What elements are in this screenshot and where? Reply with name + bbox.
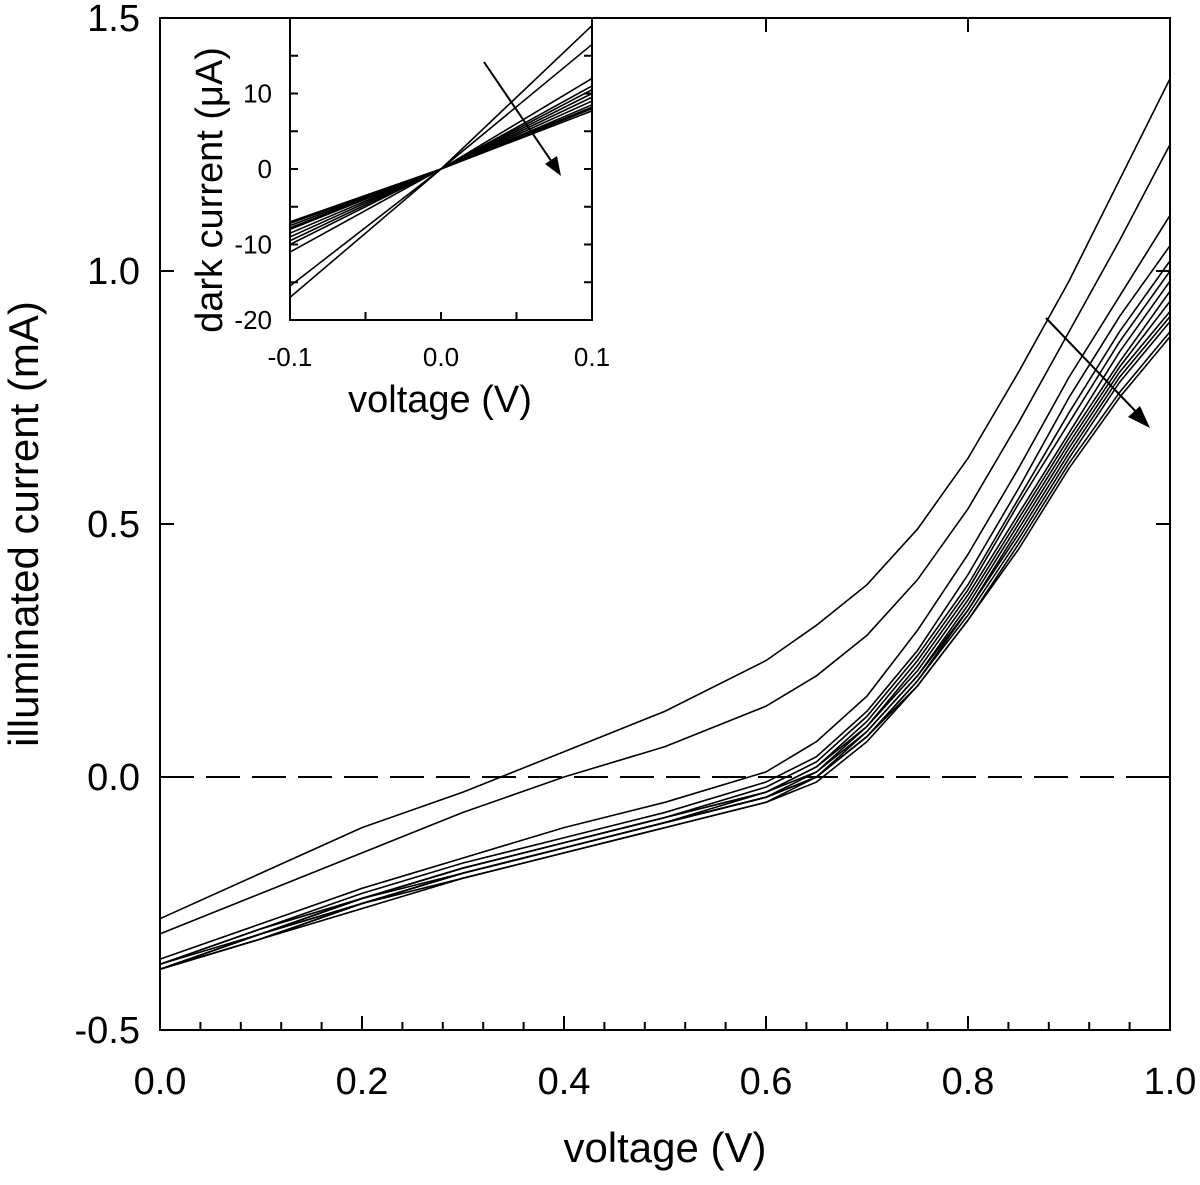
inset-x-axis-label: voltage (V) xyxy=(348,379,532,421)
main-y-tick-label: 0.5 xyxy=(87,504,140,546)
main-series-line xyxy=(159,144,1171,935)
main-y-tick-label: 1.5 xyxy=(87,0,140,40)
inset-x-tick-label: 0.1 xyxy=(574,342,610,372)
main-series-line xyxy=(159,270,1171,965)
main-x-axis: 0.0 0.2 0.4 0.6 0.8 1.0 xyxy=(134,18,1197,1103)
main-y-axis: -0.5 0.0 0.5 1.0 1.5 xyxy=(75,0,1170,1052)
main-y-tick-label: 0.0 xyxy=(87,757,140,799)
inset-y-tick-label: -10 xyxy=(234,230,272,260)
inset-y-axis-label: dark current (μA) xyxy=(189,47,231,333)
main-trend-arrow xyxy=(1045,317,1150,428)
main-series-line xyxy=(159,290,1171,971)
main-x-tick-label: 0.4 xyxy=(538,1061,591,1103)
main-series-line xyxy=(159,316,1171,971)
main-series-line xyxy=(159,214,1171,960)
inset-x-axis: -0.1 0.0 0.1 xyxy=(268,312,610,372)
inset-plot: -0.1 0.0 0.1 -20 -10 0 10 voltage (V) dark cu… xyxy=(189,17,610,421)
main-x-tick-label: 1.0 xyxy=(1144,1061,1197,1103)
inset-y-tick-label: 0 xyxy=(258,154,272,184)
main-y-axis-label: illuminated current (mA) xyxy=(0,301,47,747)
inset-y-tick-label: 10 xyxy=(243,79,272,109)
main-series-line xyxy=(159,310,1171,971)
main-y-tick-label: -0.5 xyxy=(75,1010,140,1052)
inset-x-tick-label: 0.0 xyxy=(423,342,459,372)
main-series-line xyxy=(159,336,1171,971)
inset-curves xyxy=(289,24,593,298)
main-x-tick-label: 0.2 xyxy=(336,1061,389,1103)
main-x-tick-label: 0.0 xyxy=(134,1061,187,1103)
inset-x-tick-label: -0.1 xyxy=(268,342,313,372)
inset-y-tick-label: -20 xyxy=(234,305,272,335)
main-series-line xyxy=(159,321,1171,971)
inset-y-axis: -20 -10 0 10 xyxy=(234,54,592,335)
inset-trend-arrow xyxy=(483,61,561,176)
inset-series-line xyxy=(289,110,593,223)
main-series-line xyxy=(159,280,1171,971)
main-y-tick-label: 1.0 xyxy=(87,251,140,293)
main-x-tick-label: 0.8 xyxy=(942,1061,995,1103)
main-x-axis-label: voltage (V) xyxy=(563,1124,766,1171)
main-series-line xyxy=(159,245,1171,965)
main-series-line xyxy=(159,78,1171,920)
main-x-tick-label: 0.6 xyxy=(740,1061,793,1103)
main-series-line xyxy=(159,300,1171,971)
